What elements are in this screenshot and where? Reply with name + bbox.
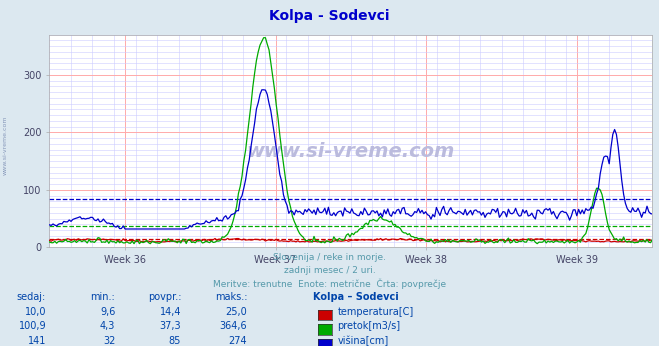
Text: višina[cm]: višina[cm] [337,336,389,346]
Text: 37,3: 37,3 [159,321,181,331]
Text: 10,0: 10,0 [24,307,46,317]
Text: pretok[m3/s]: pretok[m3/s] [337,321,401,331]
Text: povpr.:: povpr.: [148,292,181,302]
Text: Kolpa - Sodevci: Kolpa - Sodevci [270,9,389,22]
Text: 274: 274 [229,336,247,346]
Text: 25,0: 25,0 [225,307,247,317]
Text: maks.:: maks.: [215,292,247,302]
Text: 141: 141 [28,336,46,346]
Text: Slovenija / reke in morje.: Slovenija / reke in morje. [273,253,386,262]
Text: temperatura[C]: temperatura[C] [337,307,414,317]
Text: min.:: min.: [90,292,115,302]
Text: Kolpa – Sodevci: Kolpa – Sodevci [313,292,399,302]
Text: 14,4: 14,4 [159,307,181,317]
Text: www.si-vreme.com: www.si-vreme.com [3,116,8,175]
Text: 85: 85 [169,336,181,346]
Text: 32: 32 [103,336,115,346]
Text: Meritve: trenutne  Enote: metrične  Črta: povprečje: Meritve: trenutne Enote: metrične Črta: … [213,278,446,289]
Text: sedaj:: sedaj: [17,292,46,302]
Text: zadnji mesec / 2 uri.: zadnji mesec / 2 uri. [283,266,376,275]
Text: 4,3: 4,3 [100,321,115,331]
Text: 100,9: 100,9 [18,321,46,331]
Text: www.si-vreme.com: www.si-vreme.com [246,142,455,161]
Text: 9,6: 9,6 [100,307,115,317]
Text: 364,6: 364,6 [219,321,247,331]
